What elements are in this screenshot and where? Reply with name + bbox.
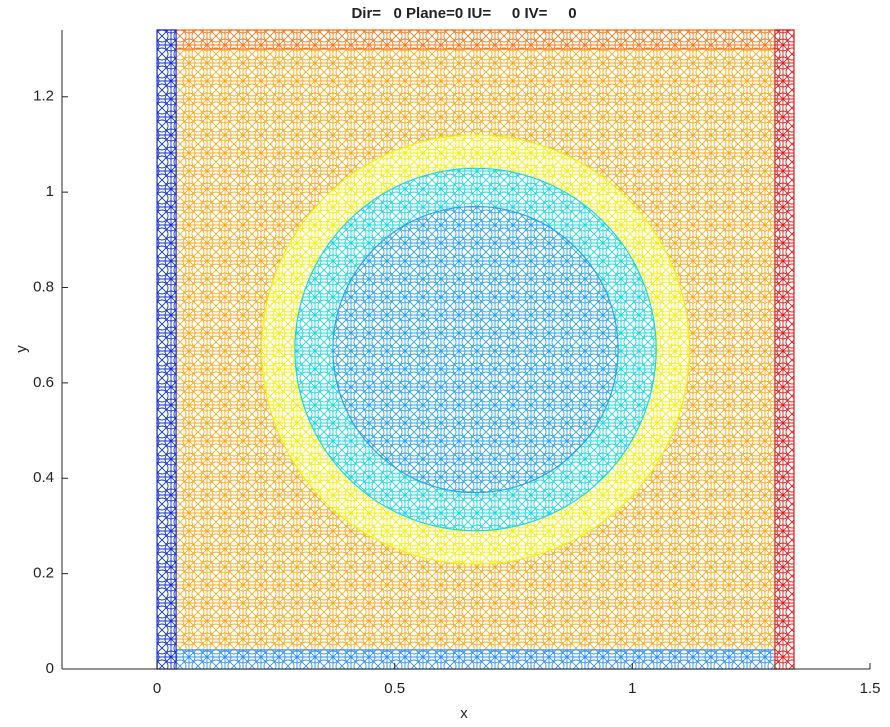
chart-title: Dir= 0 Plane=0 IU= 0 IV= 0 [351, 5, 576, 22]
y-axis-label: y [13, 345, 30, 353]
y-tick-label: 1 [46, 183, 54, 200]
mesh-region [332, 205, 619, 494]
mesh-region [156, 29, 795, 50]
x-tick-label: 0.5 [384, 680, 405, 697]
y-tick-label: 0.4 [33, 469, 54, 486]
x-tick-label: 1.5 [860, 680, 881, 697]
y-tick-label: 0.8 [33, 278, 54, 295]
x-tick-label: 0 [153, 680, 161, 697]
y-tick-label: 0.2 [33, 565, 54, 582]
mesh-region [156, 29, 177, 670]
y-tick-label: 0 [46, 660, 54, 677]
y-tick-label: 0.6 [33, 374, 54, 391]
y-tick-label: 1.2 [33, 88, 54, 105]
mesh-region [774, 29, 795, 670]
mesh-region [156, 649, 795, 670]
x-tick-label: 1 [628, 680, 636, 697]
x-axis-label: x [460, 705, 468, 722]
